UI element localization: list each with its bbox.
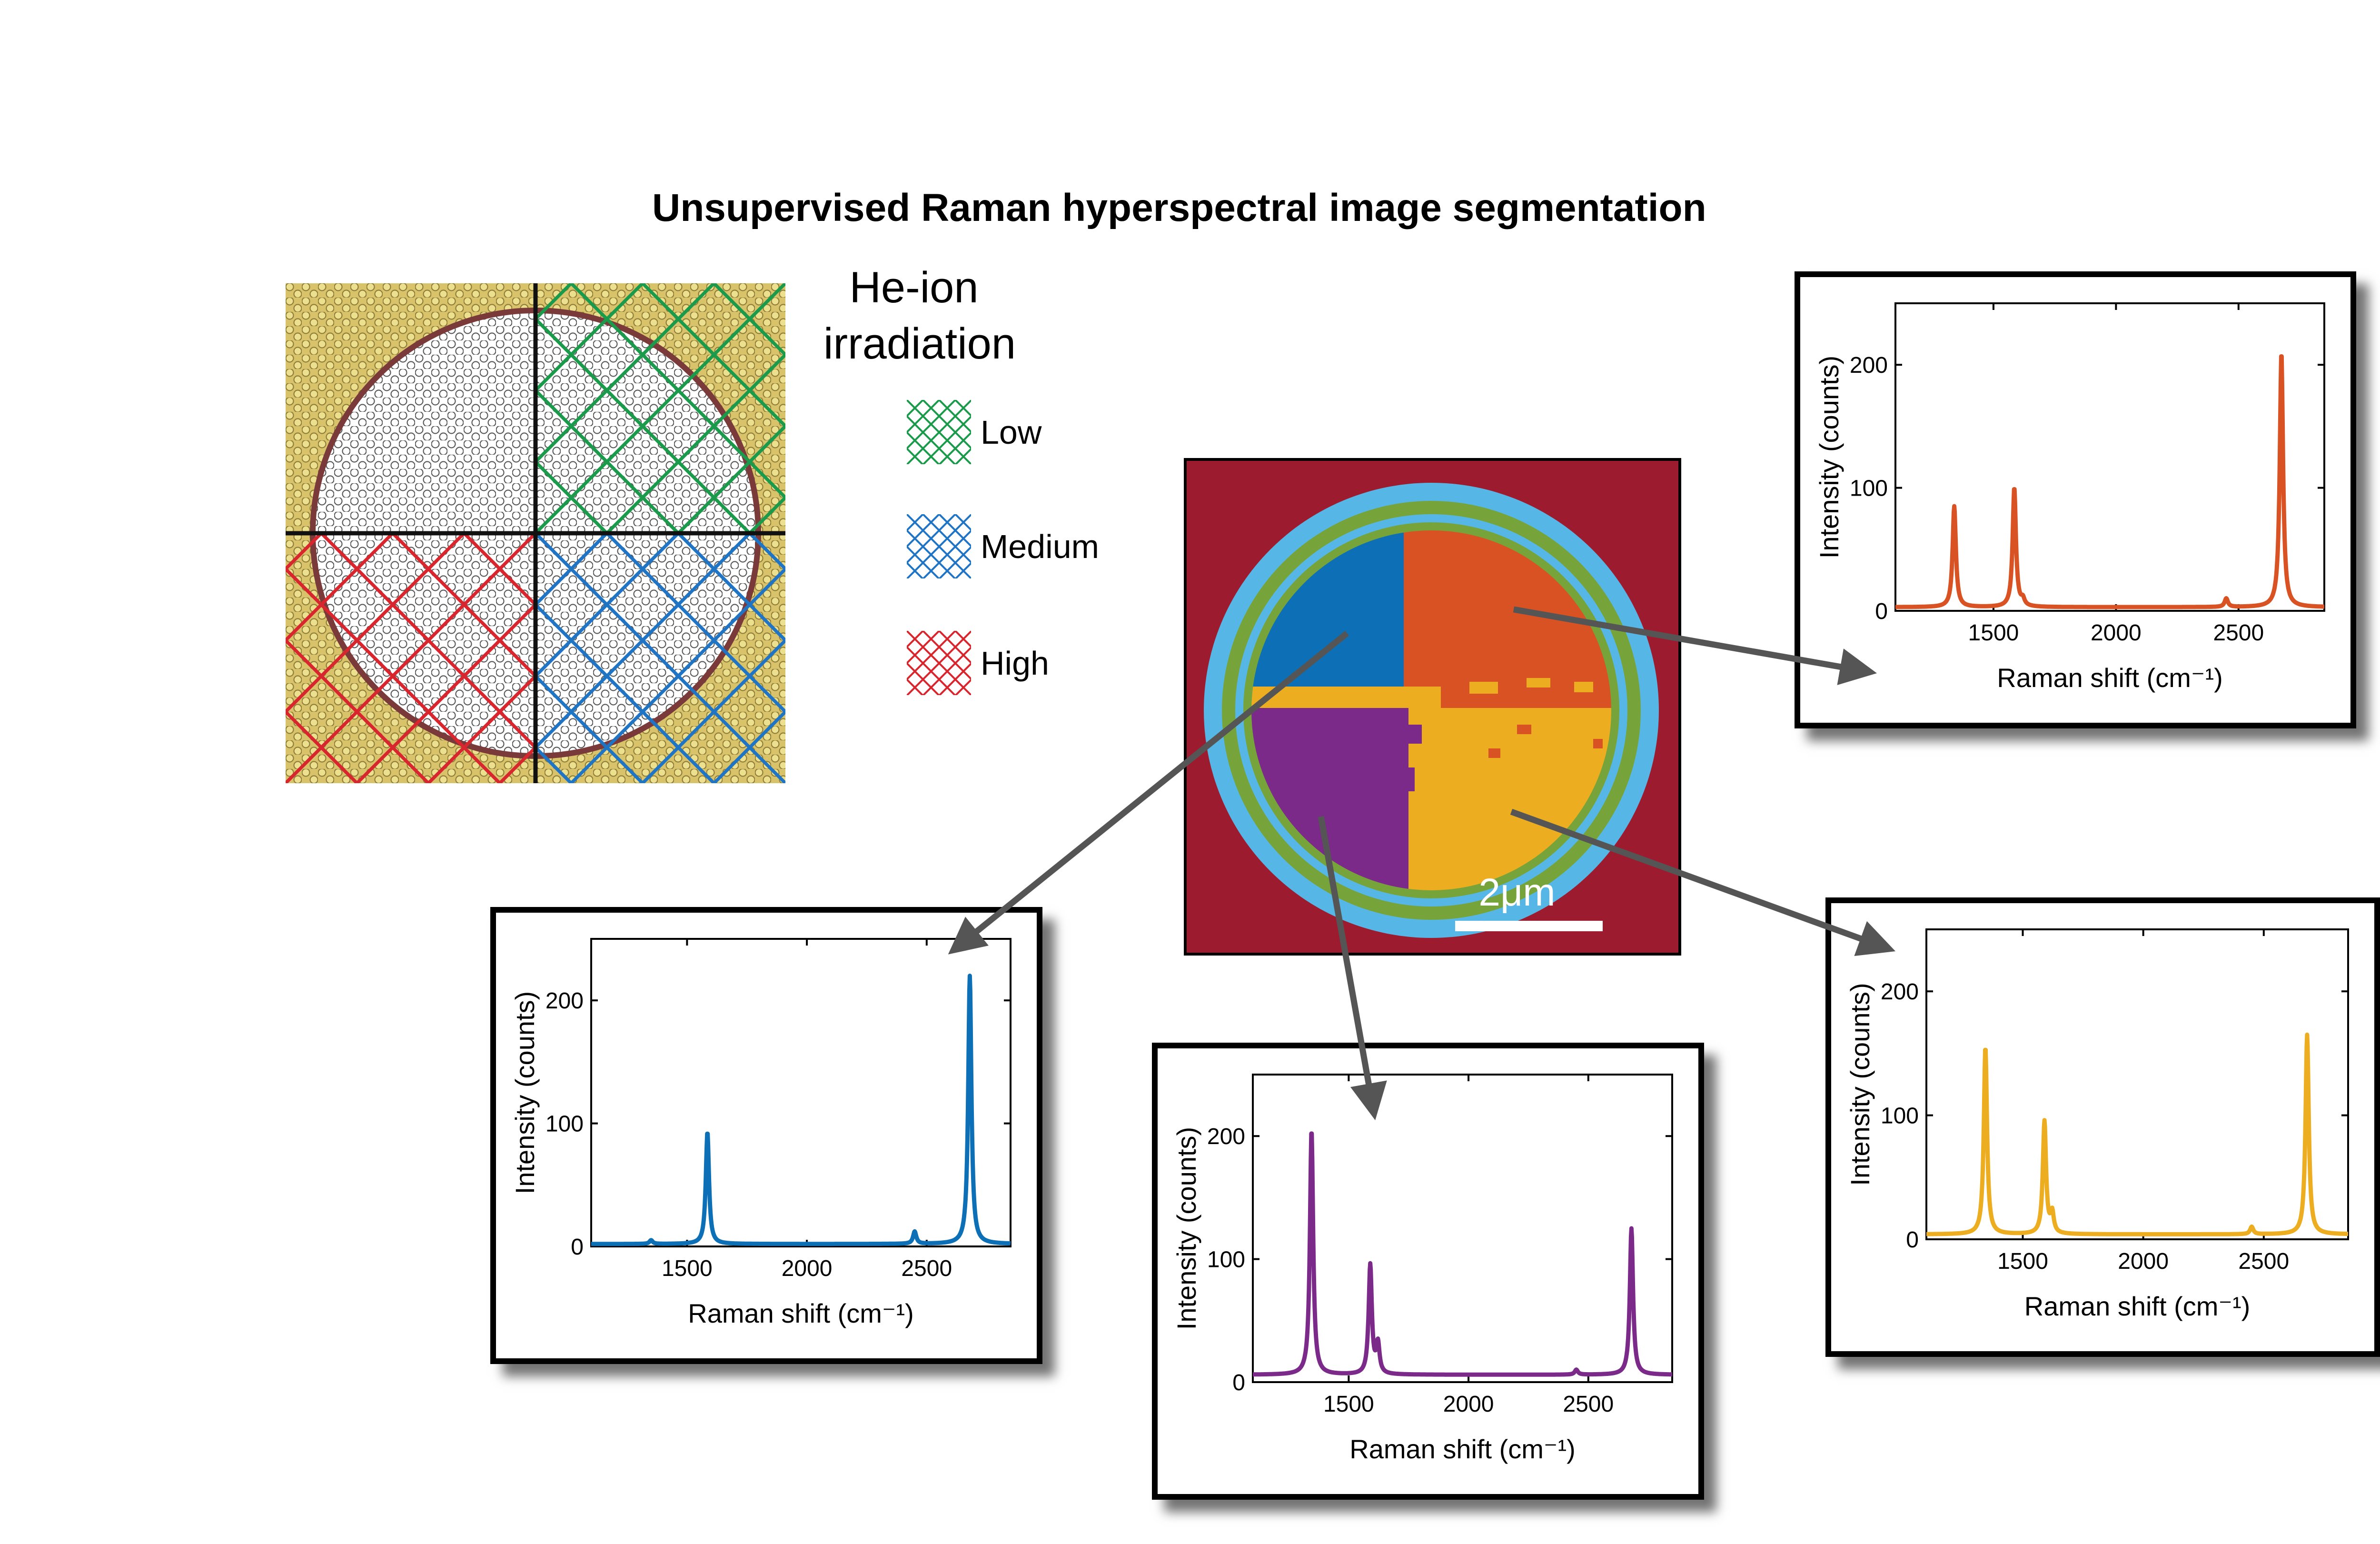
x-tick-label: 1500: [1997, 1249, 2048, 1274]
legend-item-high: High: [907, 631, 1049, 695]
low-dose-quadrant: [536, 283, 785, 533]
x-tick-label: 1500: [1323, 1392, 1374, 1417]
y-tick-label: 200: [1881, 979, 1919, 1005]
x-tick-label: 2000: [2118, 1249, 2169, 1274]
high-dose-quadrant: [286, 533, 536, 783]
segmentation-map: 2μm: [1184, 458, 1681, 956]
x-axis-title: Raman shift (cm⁻¹): [2024, 1291, 2251, 1321]
y-tick-label: 200: [1850, 353, 1888, 378]
medium-hatch-icon: [907, 514, 971, 578]
y-tick-label: 100: [1850, 476, 1888, 501]
spectrum-card-top-right: 1500 2000 2500 0 100 200 Raman shift (cm⁻¹) Int…: [1795, 271, 2356, 728]
spectrum-card-bottom-left: 1500 2000 2500 0 100 200 Raman shift (cm⁻¹) Int…: [1152, 1043, 1704, 1500]
legend-title: He-ion irradiation: [823, 259, 1016, 372]
spectrum-card-top-left: 1500 2000 2500 0 100 200 Raman shift (cm⁻¹) Int…: [490, 907, 1042, 1364]
plot-frame: [1925, 928, 2349, 1240]
spectrum-line: [1924, 1032, 2350, 1236]
y-axis-title: Intensity (counts): [1845, 983, 1875, 1185]
spectrum-chart: 1500 2000 2500 0 100 200 Raman shift (cm⁻¹) Int…: [1845, 928, 2350, 1321]
figure-title: Unsupervised Raman hyperspectral image s…: [652, 186, 1706, 229]
legend-item-low: Low: [907, 400, 1041, 464]
graphene-membrane-schematic: [286, 283, 785, 783]
x-axis-title: Raman shift (cm⁻¹): [1349, 1434, 1576, 1464]
y-tick-label: 200: [545, 988, 584, 1014]
y-tick-label: 0: [571, 1235, 584, 1260]
y-tick-label: 100: [545, 1112, 584, 1137]
x-axis-title: Raman shift (cm⁻¹): [688, 1298, 914, 1328]
plot-frame: [590, 938, 1012, 1247]
x-tick-label: 2500: [2238, 1249, 2289, 1274]
x-tick-label: 1500: [662, 1256, 713, 1281]
x-axis-title: Raman shift (cm⁻¹): [1997, 663, 2223, 693]
x-tick-label: 2500: [1563, 1392, 1614, 1417]
x-tick-label: 2500: [2213, 620, 2264, 646]
spectrum-chart: 1500 2000 2500 0 100 200 Raman shift (cm⁻¹) Int…: [510, 938, 1012, 1328]
spectrum-chart: 1500 2000 2500 0 100 200 Raman shift (cm⁻¹) Int…: [1171, 1074, 1674, 1464]
spectrum-chart: 1500 2000 2500 0 100 200 Raman shift (cm⁻¹) Int…: [1814, 302, 2326, 693]
x-tick-label: 1500: [1968, 620, 2019, 646]
legend-label-low: Low: [981, 413, 1042, 451]
x-tick-label: 2000: [2091, 620, 2142, 646]
y-tick-label: 100: [1207, 1247, 1245, 1273]
y-axis-title: Intensity (counts): [1171, 1127, 1201, 1330]
plot-frame: [1894, 302, 2325, 612]
scale-bar: [1455, 921, 1603, 931]
legend-title-line1: He-ion: [849, 263, 979, 312]
x-tick-label: 2500: [901, 1256, 952, 1281]
y-tick-label: 0: [1875, 599, 1888, 624]
y-tick-label: 0: [1232, 1370, 1245, 1395]
spectrum-card-bottom-right: 1500 2000 2500 0 100 200 Raman shift (cm⁻¹) Int…: [1825, 897, 2380, 1357]
legend-title-line2: irradiation: [823, 319, 1016, 368]
spectrum-line: [589, 974, 1012, 1246]
y-tick-label: 0: [1906, 1227, 1919, 1253]
x-tick-label: 2000: [1443, 1392, 1494, 1417]
y-tick-label: 200: [1207, 1124, 1245, 1149]
y-axis-title: Intensity (counts): [510, 991, 540, 1194]
medium-dose-quadrant: [536, 533, 785, 783]
plot-frame: [1252, 1074, 1673, 1383]
x-tick-label: 2000: [782, 1256, 833, 1281]
y-tick-label: 100: [1881, 1104, 1919, 1129]
y-axis-title: Intensity (counts): [1814, 356, 1844, 558]
high-hatch-icon: [907, 631, 971, 695]
legend-label-high: High: [981, 644, 1049, 682]
low-hatch-icon: [907, 400, 971, 464]
legend-item-medium: Medium: [907, 514, 1099, 578]
legend-label-medium: Medium: [981, 528, 1099, 565]
scale-bar-label: 2μm: [1478, 871, 1555, 914]
spectrum-line: [1894, 354, 2326, 609]
spectrum-line: [1251, 1131, 1674, 1377]
